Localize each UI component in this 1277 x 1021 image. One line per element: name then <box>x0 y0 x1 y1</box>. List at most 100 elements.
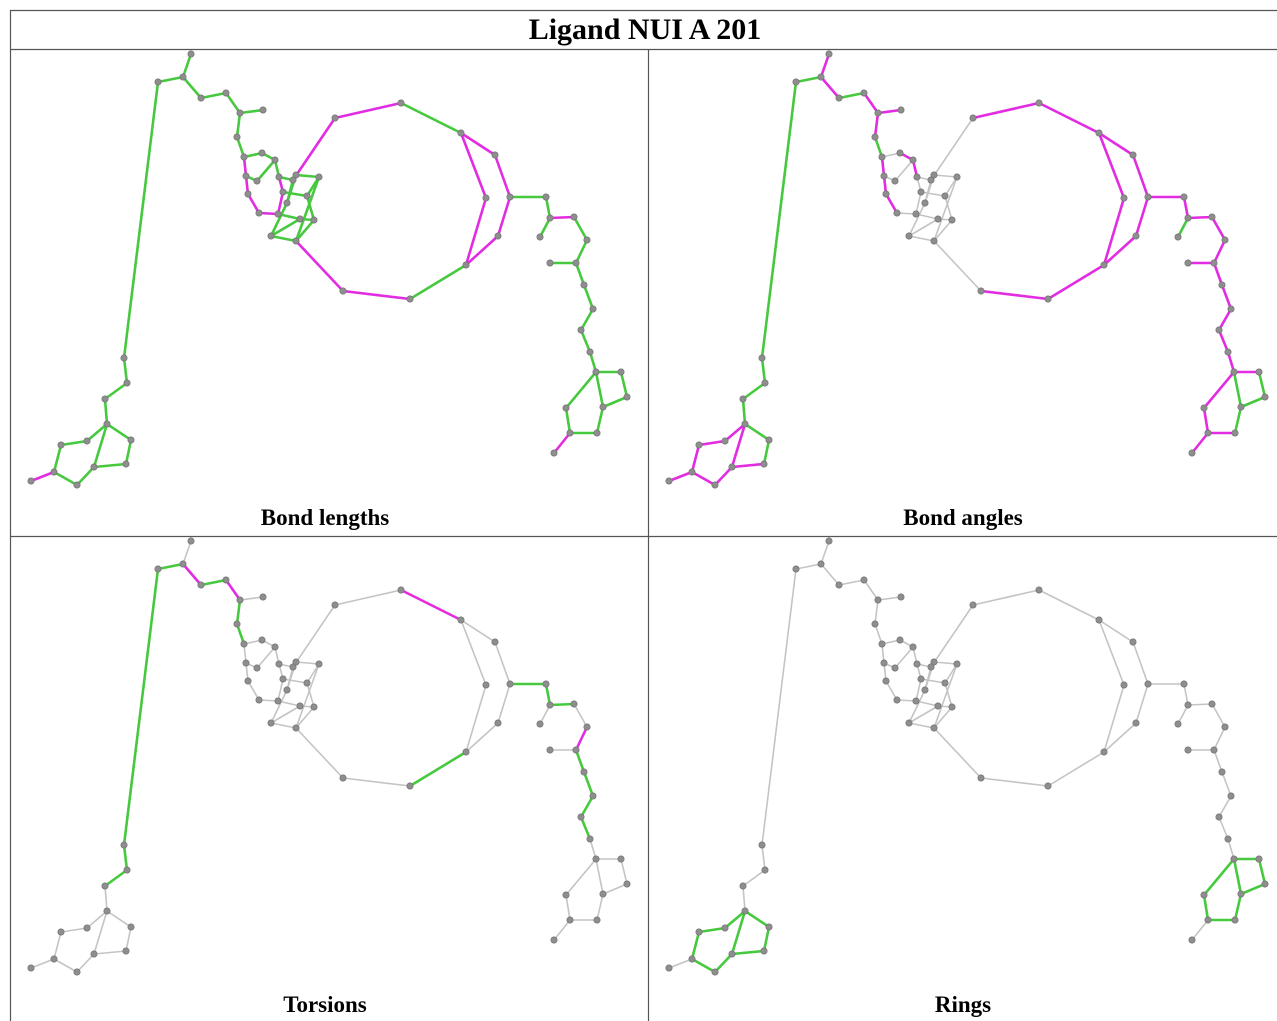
atom <box>874 596 882 604</box>
bond-network <box>667 52 1267 487</box>
atom <box>255 696 263 704</box>
bond <box>933 706 953 729</box>
atom <box>1210 746 1218 754</box>
atom <box>222 89 230 97</box>
atom <box>695 441 703 449</box>
atom <box>462 261 470 269</box>
atom <box>948 216 956 224</box>
bond <box>920 678 946 684</box>
bond <box>572 215 589 242</box>
bond <box>762 438 771 466</box>
atom <box>665 964 673 972</box>
atom <box>491 638 499 646</box>
atom <box>953 660 961 668</box>
atom <box>1224 835 1232 843</box>
bond <box>1202 370 1236 410</box>
panel-rings: Rings <box>665 537 1269 1017</box>
bond <box>1176 216 1190 239</box>
atom <box>817 560 825 568</box>
bond <box>399 101 463 135</box>
bond <box>106 910 132 928</box>
bond <box>743 909 771 929</box>
atom <box>909 643 917 651</box>
atom <box>550 449 558 457</box>
atom <box>310 216 318 224</box>
bond <box>565 858 597 896</box>
atom <box>1221 236 1229 244</box>
bond <box>1202 857 1236 897</box>
atom <box>688 468 696 476</box>
bond <box>602 883 628 895</box>
atom <box>1035 99 1043 107</box>
bond <box>181 75 203 100</box>
bond <box>573 703 588 728</box>
atom <box>339 287 347 295</box>
atom <box>871 133 879 141</box>
bond <box>1191 919 1209 941</box>
atom <box>577 813 585 821</box>
atom <box>179 560 187 568</box>
bond <box>915 191 922 215</box>
atom <box>566 916 574 924</box>
atom <box>792 78 800 86</box>
bond <box>761 844 766 871</box>
bond <box>980 777 1049 787</box>
atom <box>275 660 283 668</box>
bond <box>579 794 595 819</box>
bond <box>281 190 309 198</box>
atom <box>1044 782 1052 790</box>
bond <box>697 439 727 447</box>
bond <box>548 702 576 707</box>
atom <box>878 153 886 161</box>
bond <box>908 705 939 724</box>
bond <box>104 885 108 912</box>
atom <box>331 601 339 609</box>
atom <box>893 696 901 704</box>
atom <box>835 581 843 589</box>
atom <box>1231 916 1239 924</box>
bond <box>1212 238 1227 265</box>
atom <box>1221 723 1229 731</box>
atom <box>592 368 600 376</box>
atom <box>909 156 917 164</box>
bond <box>52 470 79 487</box>
atom <box>197 581 205 589</box>
bond <box>690 470 717 487</box>
bond <box>908 235 935 242</box>
bond <box>156 75 185 84</box>
bond <box>124 438 133 466</box>
bond <box>199 578 228 587</box>
atom <box>1230 368 1238 376</box>
bond <box>103 868 129 888</box>
bond <box>620 858 628 885</box>
bond <box>1098 619 1134 643</box>
bond <box>619 370 629 399</box>
bond <box>294 175 321 243</box>
atom <box>566 429 574 437</box>
atom <box>1144 193 1152 201</box>
panel-bond-angles: Bond angles <box>665 50 1269 530</box>
bond <box>122 567 160 847</box>
bond <box>742 885 746 912</box>
bond <box>908 689 926 724</box>
bond <box>122 843 129 872</box>
atom <box>315 173 323 181</box>
bond <box>276 190 285 216</box>
atom <box>1224 348 1232 356</box>
bond <box>295 727 344 779</box>
bond <box>235 622 246 646</box>
atom <box>878 640 886 648</box>
atom <box>536 233 544 241</box>
atom <box>765 436 773 444</box>
atom <box>1184 746 1192 754</box>
atom <box>279 188 287 196</box>
atom <box>542 193 550 201</box>
atom <box>406 782 414 790</box>
bond <box>92 422 109 469</box>
atom <box>123 866 131 874</box>
atom <box>711 481 719 489</box>
bond <box>1239 395 1267 409</box>
bond <box>1217 307 1233 332</box>
panel-bond-lengths: Bond lengths <box>27 50 631 530</box>
